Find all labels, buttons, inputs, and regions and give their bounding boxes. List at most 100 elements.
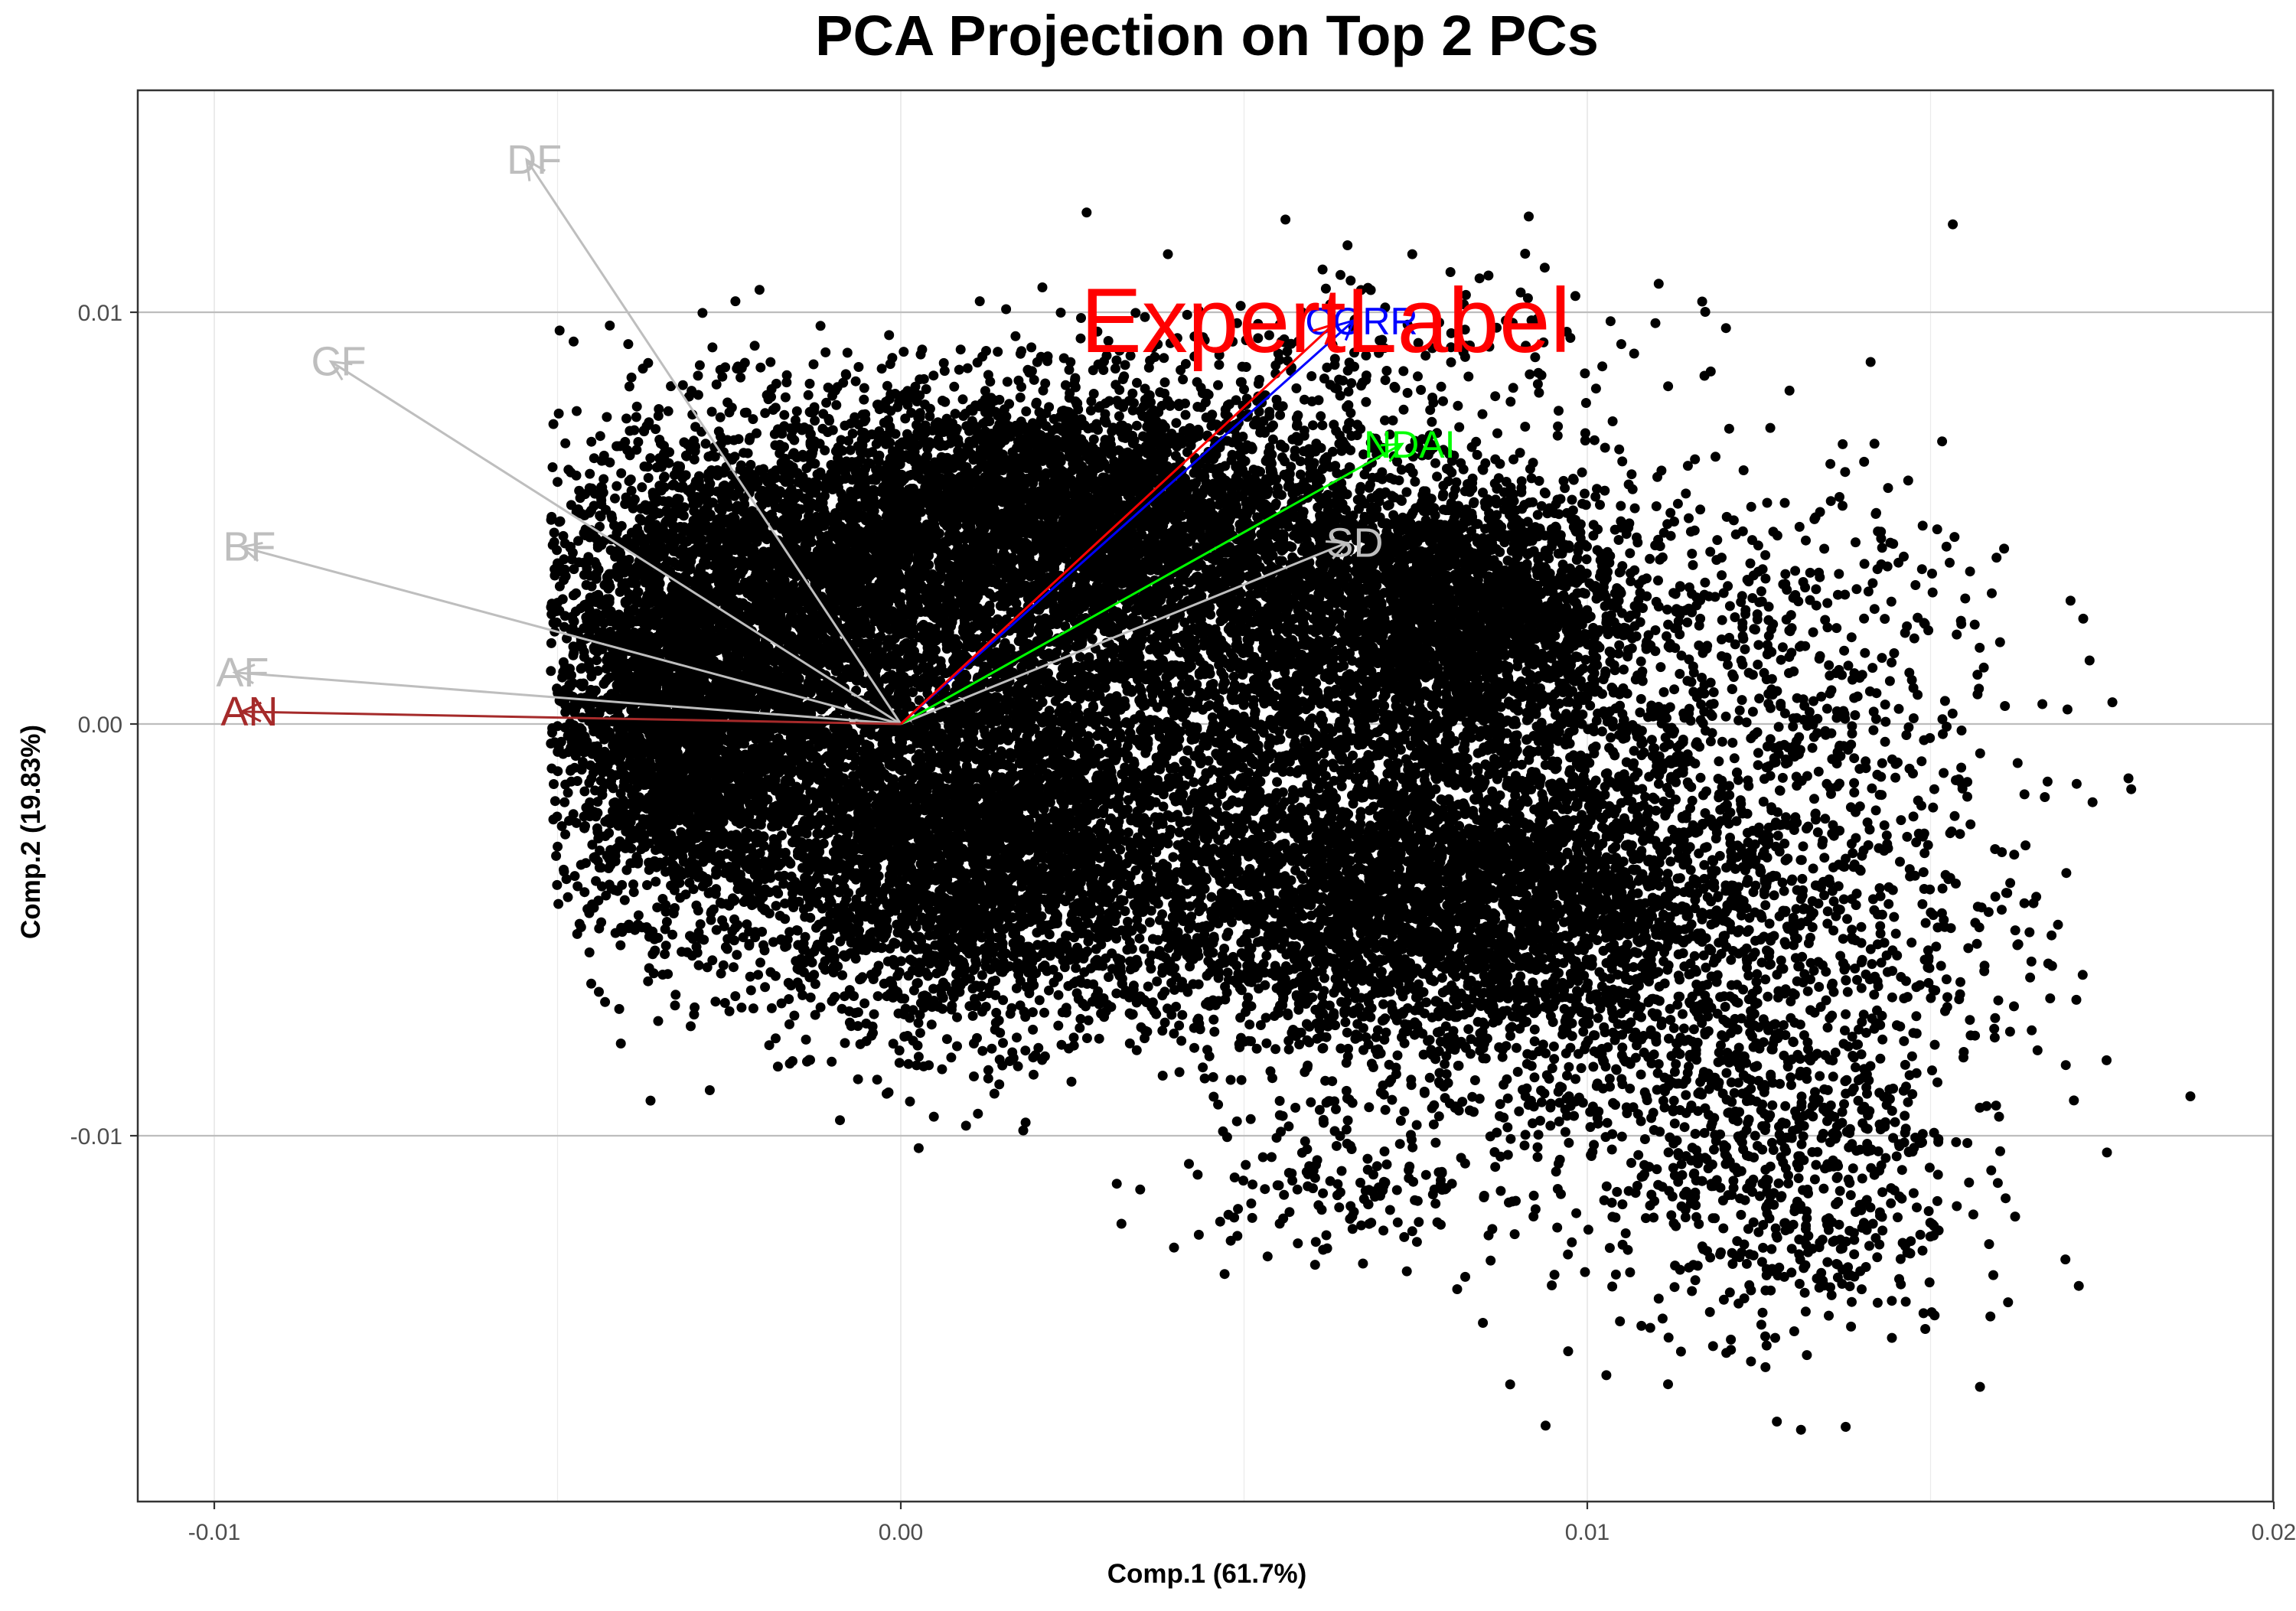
data-point	[627, 745, 637, 755]
data-point	[642, 880, 652, 890]
data-point	[585, 609, 595, 619]
data-point	[654, 1016, 664, 1026]
data-point	[642, 814, 652, 824]
data-point	[917, 344, 927, 354]
data-point	[670, 754, 680, 764]
data-point	[592, 647, 602, 657]
data-point	[716, 801, 726, 811]
data-point	[730, 296, 740, 306]
data-point	[617, 839, 627, 849]
data-point	[622, 691, 632, 701]
data-point	[638, 802, 648, 812]
data-point	[817, 705, 827, 715]
data-point	[593, 762, 603, 772]
data-point	[607, 755, 617, 765]
data-point	[605, 845, 615, 855]
data-point	[660, 949, 670, 959]
data-point	[570, 871, 580, 881]
data-point	[661, 846, 671, 856]
data-point	[732, 841, 742, 851]
data-point	[552, 545, 562, 555]
data-point	[602, 412, 612, 422]
data-point	[615, 941, 625, 951]
data-point	[722, 747, 732, 757]
data-point	[707, 407, 717, 417]
data-point	[640, 842, 650, 852]
data-point	[579, 787, 589, 797]
data-point	[585, 469, 595, 479]
data-point	[706, 801, 716, 810]
data-point	[601, 891, 611, 901]
data-point	[745, 435, 755, 445]
data-point	[618, 820, 628, 830]
data-point	[620, 895, 630, 905]
data-point	[565, 718, 575, 728]
data-point	[616, 468, 626, 478]
data-point	[634, 732, 644, 742]
data-point	[659, 441, 669, 451]
data-point	[701, 439, 711, 448]
data-point	[694, 960, 704, 970]
data-point	[553, 721, 563, 731]
data-point	[557, 673, 567, 683]
data-point	[622, 732, 632, 742]
data-point	[695, 749, 705, 759]
data-point	[686, 744, 696, 754]
data-point	[610, 552, 620, 562]
data-point	[651, 845, 660, 855]
data-point	[586, 437, 596, 447]
data-point	[657, 894, 667, 904]
data-point	[607, 510, 617, 520]
data-point	[630, 540, 640, 550]
data-point	[637, 723, 647, 733]
data-point	[804, 390, 814, 400]
data-point	[619, 777, 629, 787]
data-point	[601, 831, 611, 841]
data-point	[643, 977, 653, 986]
data-point	[714, 426, 724, 436]
data-point	[572, 406, 582, 416]
data-point	[576, 922, 586, 932]
data-point	[651, 877, 660, 887]
data-point	[584, 908, 594, 918]
data-point	[724, 757, 734, 767]
data-point	[560, 830, 570, 840]
data-point	[859, 395, 869, 405]
data-point	[548, 462, 558, 472]
data-point	[546, 666, 556, 676]
data-point	[566, 777, 576, 787]
data-point	[617, 880, 627, 890]
data-point	[755, 957, 765, 967]
data-point	[629, 887, 639, 897]
data-point	[546, 764, 556, 774]
data-point	[549, 779, 559, 789]
chart-title: PCA Projection on Top 2 PCs	[815, 4, 1599, 67]
data-point	[552, 618, 562, 628]
data-point	[713, 853, 722, 863]
data-point	[690, 455, 700, 465]
data-point	[615, 799, 625, 809]
data-point	[559, 865, 569, 875]
data-point	[563, 788, 573, 797]
data-point	[853, 362, 863, 372]
data-point	[719, 698, 729, 708]
data-point	[625, 426, 634, 436]
data-point	[660, 867, 670, 877]
data-point	[578, 760, 588, 770]
data-point	[693, 370, 703, 380]
data-point	[643, 592, 653, 602]
data-point	[632, 402, 642, 412]
data-point	[661, 941, 671, 951]
data-point	[576, 679, 585, 689]
data-point	[707, 342, 717, 352]
data-point	[585, 947, 595, 957]
data-point	[958, 394, 968, 404]
data-point	[546, 638, 556, 648]
data-point	[569, 648, 579, 658]
data-point	[685, 827, 695, 837]
data-point	[569, 763, 579, 773]
data-point	[670, 1000, 680, 1010]
data-point	[600, 997, 610, 1007]
data-point	[665, 856, 675, 866]
